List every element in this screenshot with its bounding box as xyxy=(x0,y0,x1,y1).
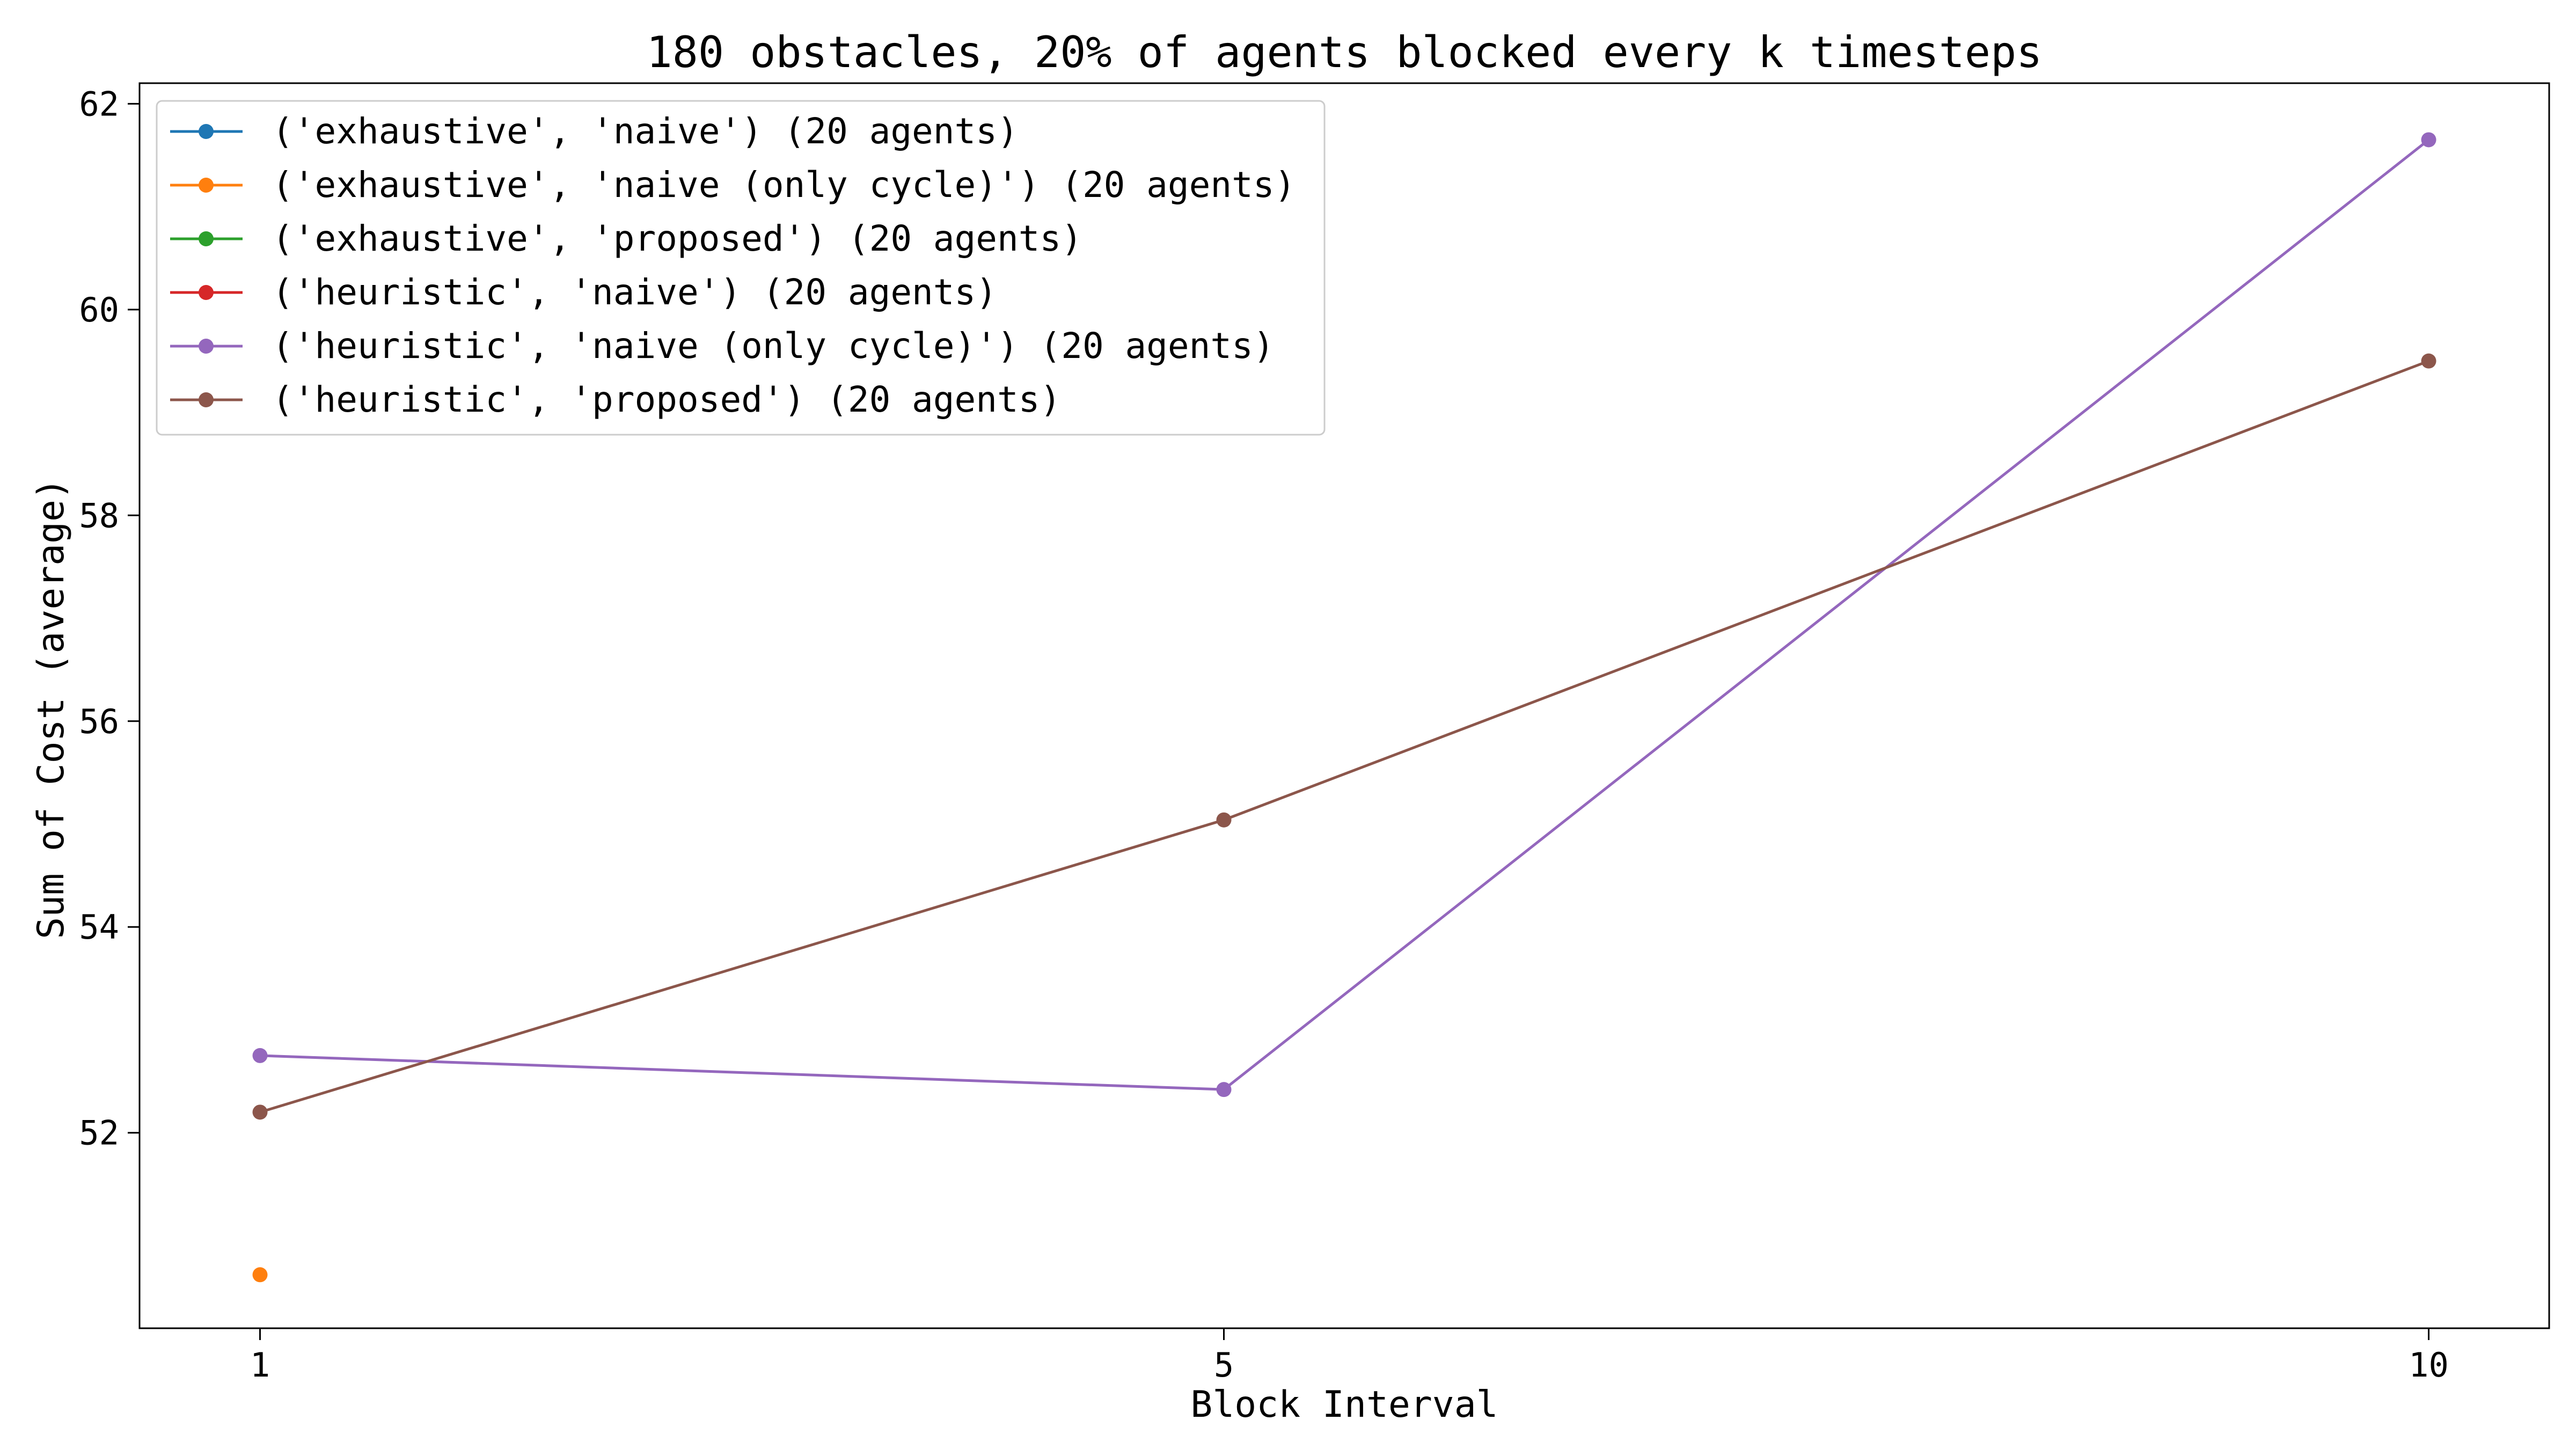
legend-marker xyxy=(199,231,214,246)
legend-marker xyxy=(199,392,214,407)
y-tick-label: 62 xyxy=(79,84,119,123)
series-5 xyxy=(252,353,2436,1120)
legend-item: ('heuristic', 'proposed') (20 agents) xyxy=(170,379,1061,420)
y-tick-label: 54 xyxy=(79,908,119,947)
x-axis-label: Block Interval xyxy=(1190,1384,1498,1426)
legend-item: ('heuristic', 'naive') (20 agents) xyxy=(170,272,997,313)
series-1 xyxy=(252,1267,268,1283)
data-point xyxy=(1216,1082,1232,1097)
legend-marker xyxy=(199,124,214,139)
legend-box xyxy=(156,100,1326,436)
legend-marker xyxy=(199,339,214,354)
y-tick-label: 60 xyxy=(79,290,119,330)
legend-label: ('exhaustive', 'naive (only cycle)') (20… xyxy=(272,164,1296,206)
data-point xyxy=(252,1267,268,1283)
data-point xyxy=(252,1104,268,1120)
x-tick-label: 5 xyxy=(1214,1345,1234,1385)
legend: ('exhaustive', 'naive') (20 agents) ('exh… xyxy=(156,100,1326,436)
y-tick-label: 58 xyxy=(79,496,119,535)
data-point xyxy=(1216,812,1232,828)
chart-title: 180 obstacles, 20% of agents blocked eve… xyxy=(647,27,2043,77)
data-point xyxy=(2421,132,2436,148)
data-point xyxy=(252,1048,268,1063)
data-point xyxy=(2421,353,2436,369)
legend-marker xyxy=(199,178,214,193)
legend-item: ('exhaustive', 'proposed') (20 agents) xyxy=(170,218,1082,259)
y-tick-label: 56 xyxy=(79,702,119,741)
series-line xyxy=(259,360,2429,1114)
x-axis-ticks: 1 5 10 xyxy=(250,1328,2449,1385)
series-4 xyxy=(252,132,2436,1097)
legend-item: ('heuristic', 'naive (only cycle)') (20 … xyxy=(170,325,1275,367)
series-layer xyxy=(252,132,2436,1283)
legend-label: ('exhaustive', 'proposed') (20 agents) xyxy=(272,218,1082,259)
x-tick-label: 1 xyxy=(250,1345,270,1385)
legend-marker xyxy=(199,285,214,300)
y-tick-label: 52 xyxy=(79,1114,119,1153)
legend-item: ('exhaustive', 'naive (only cycle)') (20… xyxy=(170,164,1296,206)
legend-item: ('exhaustive', 'naive') (20 agents) xyxy=(170,111,1019,152)
legend-label: ('heuristic', 'naive (only cycle)') (20 … xyxy=(272,325,1275,367)
x-tick-label: 10 xyxy=(2409,1345,2449,1385)
legend-label: ('heuristic', 'proposed') (20 agents) xyxy=(272,379,1061,420)
legend-label: ('heuristic', 'naive') (20 agents) xyxy=(272,272,997,313)
y-axis-ticks: 52 54 56 58 60 62 xyxy=(79,84,140,1153)
y-axis-label: Sum of Cost (average) xyxy=(30,478,72,939)
legend-label: ('exhaustive', 'naive') (20 agents) xyxy=(272,111,1019,152)
plot-area-frame xyxy=(138,82,2550,1329)
